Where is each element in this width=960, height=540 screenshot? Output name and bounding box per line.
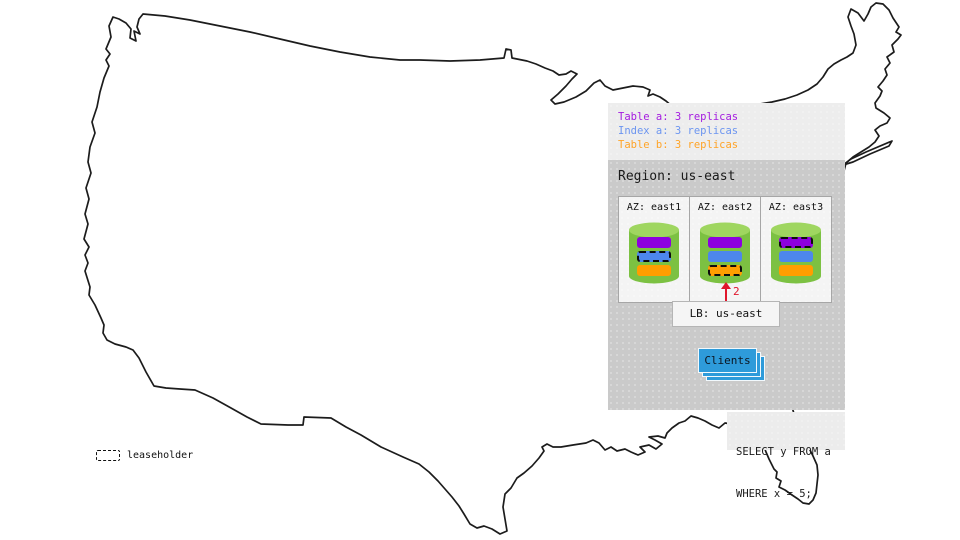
replica-bar-table-a: [708, 237, 742, 248]
sql-query-line1: SELECT y FROM a: [736, 446, 831, 458]
sql-query-box: SELECT y FROM a WHERE x = 5;: [727, 412, 845, 500]
us-border-path: [83, 2, 902, 535]
az-label: AZ: east2: [697, 202, 753, 213]
sql-query-line2: WHERE x = 5;: [736, 488, 812, 500]
database-cylinder: [628, 222, 680, 284]
leaseholder-label: leaseholder: [127, 450, 194, 461]
leaseholder-key: leaseholder: [96, 450, 193, 461]
database-cylinder: [699, 222, 751, 284]
leaseholder-swatch-icon: [96, 450, 120, 461]
replica-bar-table-b: [779, 265, 813, 276]
legend-item-table-b: Table b: 3 replicas: [618, 139, 739, 151]
replica-bar-index-a: [637, 251, 671, 262]
replica-bar-index-a: [779, 251, 813, 262]
replica-bar-table-b: [708, 265, 742, 276]
az-box-east3: AZ: east3: [760, 196, 832, 303]
replica-bar-table-b: [637, 265, 671, 276]
az-row: AZ: east1 AZ: east2: [618, 196, 832, 303]
clients-stack: Clients: [698, 348, 765, 381]
clients-label: Clients: [698, 348, 757, 373]
replica-bar-index-a: [708, 251, 742, 262]
az-box-east1: AZ: east1: [618, 196, 690, 303]
long-island-path: [842, 140, 893, 166]
az-label: AZ: east3: [768, 202, 824, 213]
request-arrow-icon: [721, 282, 731, 289]
az-label: AZ: east1: [626, 202, 682, 213]
legend-item-table-a: Table a: 3 replicas: [618, 111, 739, 123]
database-cylinder: [770, 222, 822, 284]
replica-bar-table-a: [779, 237, 813, 248]
replica-bar-table-a: [637, 237, 671, 248]
legend-item-index-a: Index a: 3 replicas: [618, 125, 739, 137]
region-panel: Region: us-east AZ: east1 AZ: east2: [608, 160, 845, 410]
load-balancer-box: LB: us-east: [672, 301, 780, 327]
replica-legend-panel: Table a: 3 replicas Index a: 3 replicas …: [608, 103, 845, 160]
request-arrow-line: [725, 288, 727, 301]
region-title: Region: us-east: [618, 169, 736, 184]
step-2-label: 2: [733, 285, 740, 298]
